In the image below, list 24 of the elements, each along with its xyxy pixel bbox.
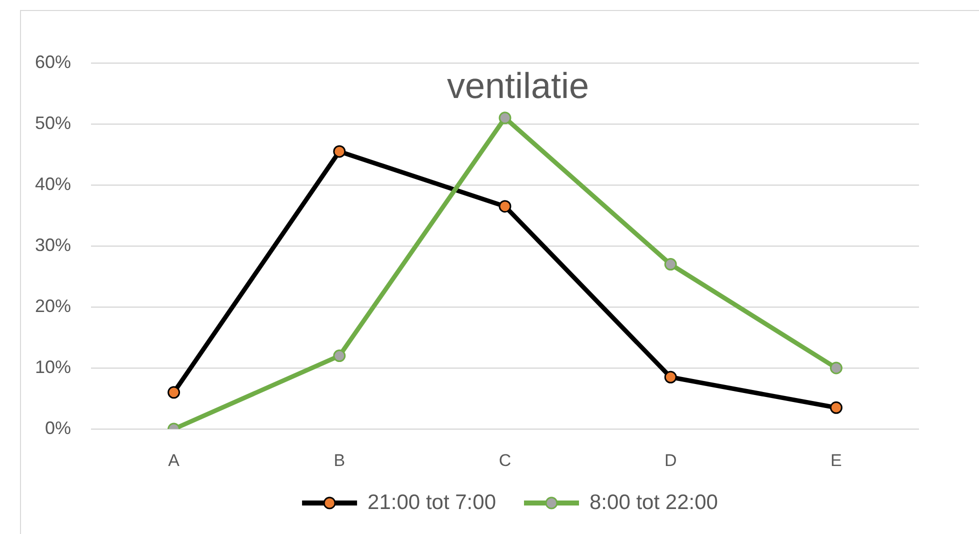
point — [333, 145, 346, 158]
x-tick-label: D — [664, 450, 677, 470]
chart-title: ventilatie — [446, 64, 590, 106]
y-tick-label: 50% — [34, 112, 71, 133]
y-tick-label: 30% — [34, 234, 71, 255]
legend-label: 21:00 tot 7:00 — [368, 490, 496, 514]
x-tick-label: E — [830, 450, 842, 470]
point — [664, 258, 677, 271]
y-tick-label: 20% — [34, 296, 71, 316]
y-tick-label: 60% — [34, 52, 71, 72]
legend-label: 8:00 tot 22:00 — [590, 490, 718, 514]
point — [498, 112, 512, 124]
point — [333, 350, 346, 362]
point — [664, 370, 677, 384]
point — [498, 200, 512, 213]
y-tick-label: 10% — [34, 356, 71, 377]
x-tick-label: C — [498, 450, 512, 470]
point — [168, 386, 180, 399]
point — [830, 401, 842, 414]
point — [830, 362, 842, 374]
y-tick-label: 40% — [34, 174, 71, 194]
y-tick-label: 0% — [44, 418, 71, 438]
x-tick-label: B — [334, 450, 346, 470]
x-tick-label: A — [168, 450, 180, 470]
